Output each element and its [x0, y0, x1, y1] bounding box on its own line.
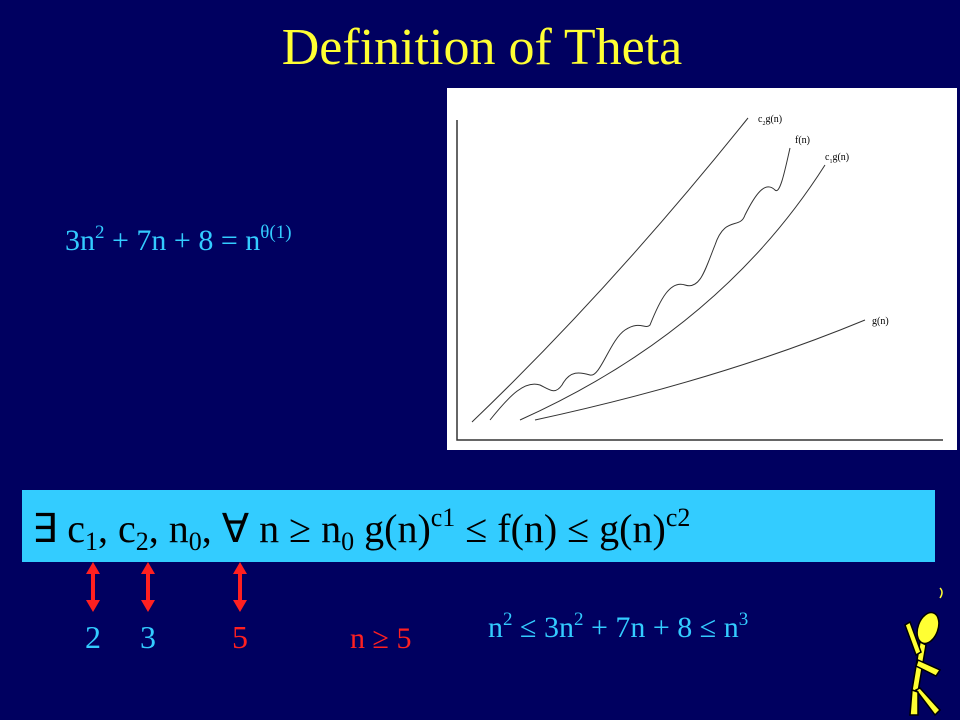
- curve: [519, 164, 826, 421]
- arrows: [86, 562, 247, 612]
- curve: [471, 117, 749, 423]
- question-mark: [939, 587, 943, 599]
- constant: 3: [140, 619, 156, 655]
- subscript: 0: [189, 527, 202, 556]
- subscript: 1: [829, 159, 832, 165]
- text-run: 3n: [65, 224, 95, 257]
- text-run: g(n): [765, 114, 782, 125]
- equation: 3n2 + 7n + 8 = nθ(1): [65, 222, 292, 257]
- text-run: , n: [149, 506, 189, 551]
- superscript: 2: [503, 609, 513, 630]
- subscript: 0: [341, 527, 354, 556]
- superscript: θ(1): [260, 222, 291, 243]
- text-run: ≤ 3n: [513, 611, 574, 644]
- curve: [489, 147, 791, 421]
- definition-box: [22, 490, 935, 562]
- slide-title: Definition of Theta: [282, 19, 683, 76]
- curve-label: c1g(n): [825, 152, 849, 165]
- text-run: , c: [98, 506, 136, 551]
- subscript: 2: [762, 121, 765, 127]
- superscript: c2: [666, 503, 691, 532]
- arrow-head: [141, 562, 155, 612]
- graph-background: [447, 88, 957, 450]
- text-run: g(n): [354, 506, 431, 551]
- curve: [534, 319, 866, 421]
- curve-label: f(n): [795, 135, 810, 146]
- superscript: c1: [431, 503, 456, 532]
- definition: ∃ c1, c2, n0, ∀ n ≥ n0 g(n)c1 ≤ f(n) ≤ g…: [32, 503, 690, 556]
- text-run: g(n): [832, 152, 849, 163]
- graph: c2g(n) f(n) c1g(n) g(n): [447, 88, 957, 450]
- stick-figure: [904, 587, 943, 717]
- condition: n ≥ 5: [350, 622, 411, 655]
- example: n2 ≤ 3n2 + 7n + 8 ≤ n3: [488, 609, 748, 644]
- text-run: , ∀ n ≥ n: [202, 506, 341, 551]
- text-run: + 7n + 8 = n: [105, 224, 261, 257]
- subscript: 1: [85, 527, 98, 556]
- curve-label: g(n): [872, 316, 889, 327]
- text-run: c: [758, 114, 763, 125]
- constant: 2: [85, 619, 101, 655]
- arm: [915, 658, 942, 677]
- arrow-head: [86, 562, 100, 612]
- superscript: 3: [739, 609, 749, 630]
- text-run: ≤ f(n) ≤ g(n): [455, 506, 666, 551]
- superscript: 2: [95, 222, 105, 243]
- text-run: n: [488, 611, 503, 644]
- subscript: 2: [136, 527, 149, 556]
- superscript: 2: [574, 609, 584, 630]
- text-run: + 7n + 8 ≤ n: [583, 611, 738, 644]
- text-run: c: [825, 152, 830, 163]
- axes: [456, 120, 943, 441]
- legs: [909, 687, 942, 717]
- curve-label: c2g(n): [758, 114, 782, 127]
- arrow-head: [233, 562, 247, 612]
- arm: [904, 620, 922, 657]
- text-run: ∃ c: [32, 506, 85, 551]
- constant: 5: [232, 619, 248, 655]
